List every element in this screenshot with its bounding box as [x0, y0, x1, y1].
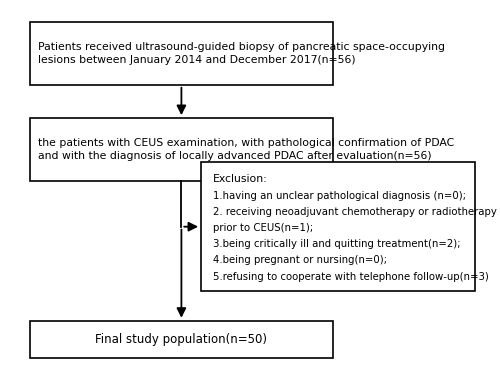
Bar	[30, 321, 334, 358]
Text: 5.refusing to cooperate with telephone follow-up(n=3): 5.refusing to cooperate with telephone f…	[214, 271, 489, 282]
Text: Final study population(n=50): Final study population(n=50)	[96, 333, 268, 346]
Bar	[30, 22, 334, 85]
Bar	[201, 162, 475, 291]
Text: 2. receiving neoadjuvant chemotherapy or radiotherapy: 2. receiving neoadjuvant chemotherapy or…	[214, 207, 497, 217]
Text: Exclusion:: Exclusion:	[214, 174, 268, 184]
Text: 1.having an unclear pathological diagnosis (n=0);: 1.having an unclear pathological diagnos…	[214, 191, 466, 200]
Text: 4.being pregnant or nursing(n=0);: 4.being pregnant or nursing(n=0);	[214, 255, 387, 265]
Text: prior to CEUS(n=1);: prior to CEUS(n=1);	[214, 223, 314, 233]
Bar	[30, 118, 334, 180]
Text: the patients with CEUS examination, with pathological confirmation of PDAC
and w: the patients with CEUS examination, with…	[38, 138, 455, 161]
Text: 3.being critically ill and quitting treatment(n=2);: 3.being critically ill and quitting trea…	[214, 239, 461, 249]
Text: Patients received ultrasound-guided biopsy of pancreatic space-occupying
lesions: Patients received ultrasound-guided biop…	[38, 42, 446, 65]
